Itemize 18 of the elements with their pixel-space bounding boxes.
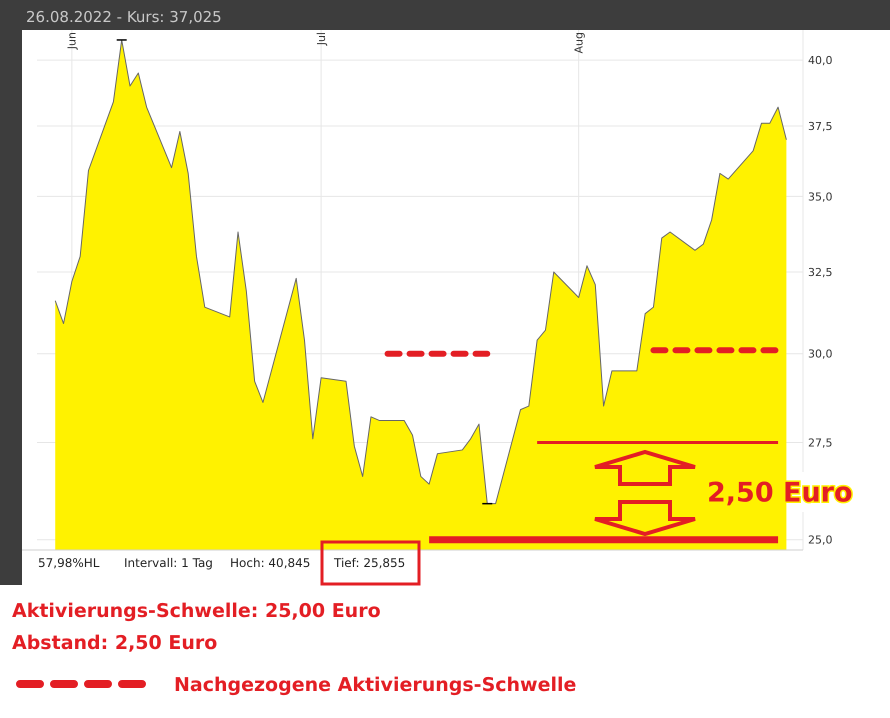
y-tick-label: 30,0	[808, 348, 832, 361]
text: Abstand: 2,50 Euro	[12, 632, 218, 654]
x-tick-label: Aug	[572, 32, 586, 54]
text: Tief: 25,855	[333, 556, 406, 570]
text: Intervall: 1 Tag	[124, 556, 213, 570]
chart-title: 26.08.2022 - Kurs: 37,025	[26, 8, 222, 26]
y-tick-label: 25,0	[808, 534, 832, 547]
text: Hoch: 40,845	[230, 556, 310, 570]
x-tick-label: Jul	[314, 32, 328, 46]
y-tick-label: 37,5	[808, 120, 832, 133]
x-tick-label: Jun	[66, 32, 79, 50]
y-tick-label: 27,5	[808, 436, 832, 450]
text: Aktivierungs-Schwelle: 25,00 Euro	[12, 600, 381, 622]
y-tick-label: 32,5	[808, 266, 832, 279]
text: 57,98%HL	[38, 556, 100, 570]
y-tick-label: 40,0	[808, 54, 832, 68]
text: Nachgezogene Aktivierungs-Schwelle	[174, 674, 576, 696]
y-tick-label: 35,0	[808, 190, 832, 204]
